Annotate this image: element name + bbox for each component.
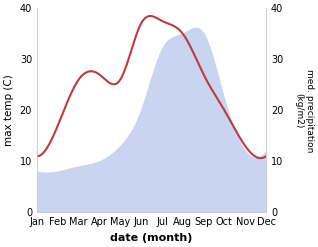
Y-axis label: med. precipitation
(kg/m2): med. precipitation (kg/m2) <box>294 69 314 152</box>
X-axis label: date (month): date (month) <box>110 233 193 243</box>
Y-axis label: max temp (C): max temp (C) <box>4 74 14 146</box>
